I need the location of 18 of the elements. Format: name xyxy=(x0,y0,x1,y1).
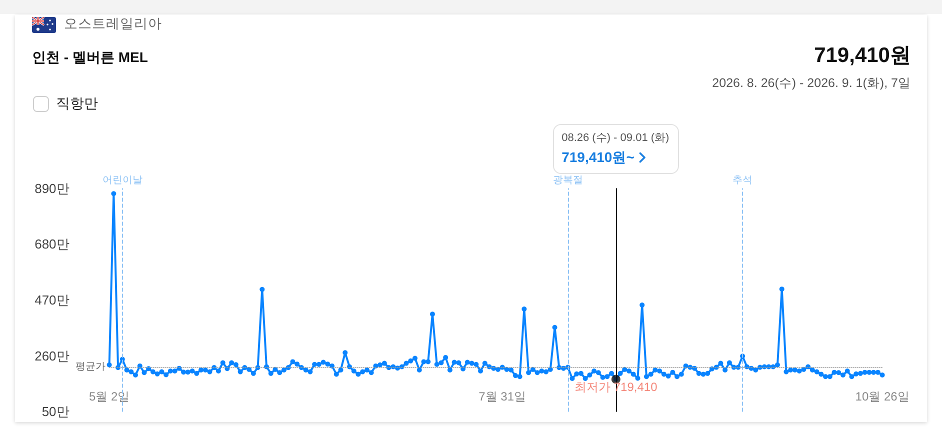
y-tick-label: 680만 xyxy=(34,236,70,252)
ref-line-label: 평균가 xyxy=(75,361,106,372)
ref-line-label: 광복절 xyxy=(552,174,583,186)
y-tick-label: 470만 xyxy=(34,292,70,308)
x-tick-label: 7월 31일 xyxy=(478,390,526,404)
ref-line-label: 어린이날 xyxy=(102,174,142,186)
chart-subtitle: 2026. 8. 26(수) - 2026. 9. 1(화), 7일 xyxy=(712,76,911,90)
y-tick-label: 50만 xyxy=(42,404,70,420)
text: 직항만 xyxy=(56,95,98,112)
chart-title: 인천 - 멜버른 MEL xyxy=(32,49,148,66)
text: 오스트레일리아 xyxy=(64,16,162,32)
y-tick-label: 890만 xyxy=(34,180,70,196)
x-tick-label: 10월 26일 xyxy=(855,390,910,404)
ref-line-label: 추석 xyxy=(732,174,753,186)
tooltip-card: 08.26 (수) - 09.01 (화) 719,410원~ xyxy=(552,124,680,174)
text: 719,410원 xyxy=(814,44,911,68)
y-tick-label: 260만 xyxy=(34,348,70,364)
x-tick-label: 5월 2일 xyxy=(88,390,130,404)
